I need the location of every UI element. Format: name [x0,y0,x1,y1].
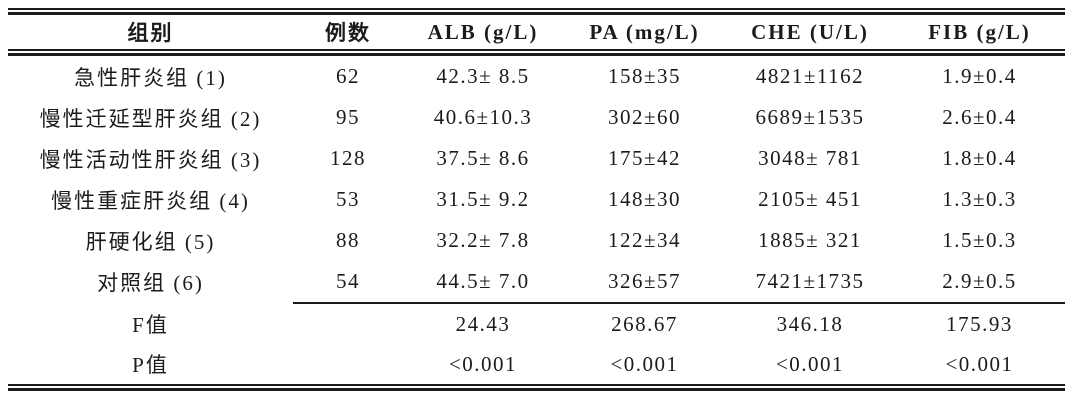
header-cell-alb: ALB (g/L) [427,19,539,44]
header-cell-n: 例数 [325,21,371,45]
n-cell: 53 [336,187,360,211]
fib-cell: 2.6±0.4 [942,105,1017,129]
table-row: 对照组 (6) 54 44.5± 7.0 326±57 7421±1735 2.… [8,261,1065,302]
alb-cell: 31.5± 9.2 [436,187,530,211]
group-cell: 慢性重症肝炎组 (4) [51,188,250,213]
fib-cell: 1.9±0.4 [942,64,1017,88]
fib-cell: <0.001 [945,351,1014,376]
statistics-table: 组别 例数 ALB (g/L) PA (mg/L) CHE (U/L) FIB … [8,8,1065,391]
fib-cell: 175.93 [946,311,1013,336]
alb-cell: 40.6±10.3 [433,105,533,129]
n-cell: 88 [336,228,360,252]
group-cell: 慢性迁延型肝炎组 (2) [39,106,262,131]
che-cell: 7421±1735 [755,269,865,293]
table-top-rule [8,8,1065,15]
che-cell: 346.18 [776,311,844,336]
group-cell: 急性肝炎组 (1) [74,65,227,90]
alb-cell: 32.2± 7.8 [436,228,530,252]
header-cell-che: CHE (U/L) [751,19,869,44]
pa-cell: 302±60 [607,105,682,129]
group-cell: 慢性活动性肝炎组 (3) [39,147,262,172]
table-header-row: 组别 例数 ALB (g/L) PA (mg/L) CHE (U/L) FIB … [8,15,1065,49]
fib-cell: 2.9±0.5 [942,269,1017,293]
che-cell: 4821±1162 [755,64,865,88]
alb-cell: 37.5± 8.6 [436,146,530,170]
table-header-rule [8,49,1065,56]
n-cell: 128 [330,146,366,170]
table-bottom-rule [8,384,1065,391]
table-row: 肝硬化组 (5) 88 32.2± 7.8 122±34 1885± 321 1… [8,220,1065,261]
header-cell-pa: PA (mg/L) [589,19,700,44]
alb-cell: 24.43 [455,311,511,336]
pa-cell: 326±57 [607,269,682,293]
group-cell: 肝硬化组 (5) [85,229,216,254]
table-row: 慢性迁延型肝炎组 (2) 95 40.6±10.3 302±60 6689±15… [8,97,1065,138]
n-cell: 95 [336,105,360,129]
che-cell: <0.001 [775,351,845,376]
che-cell: 3048± 781 [758,146,862,170]
p-value-row: P值 <0.001 <0.001 <0.001 <0.001 [8,344,1065,384]
n-cell: 62 [336,64,360,88]
pa-cell: 122±34 [607,228,682,252]
alb-cell: 42.3± 8.5 [436,64,530,88]
che-cell: 6689±1535 [755,105,865,129]
pa-cell: 148±30 [607,187,682,211]
header-cell-fib: FIB (g/L) [928,19,1031,44]
che-cell: 2105± 451 [758,187,862,211]
fib-cell: 1.3±0.3 [942,187,1017,211]
n-cell: 54 [336,269,360,293]
che-cell: 1885± 321 [758,228,862,252]
fib-cell: 1.5±0.3 [942,228,1017,252]
fib-cell: 1.8±0.4 [942,146,1017,170]
stat-label-cell: P值 [132,353,169,377]
alb-cell: <0.001 [448,351,518,376]
f-value-row: F值 24.43 268.67 346.18 175.93 [8,304,1065,344]
stat-label-cell: F值 [132,313,169,337]
pa-cell: 268.67 [611,311,678,336]
header-cell-group: 组别 [127,21,174,45]
pa-cell: <0.001 [610,351,679,376]
pa-cell: 175±42 [607,146,682,170]
table-row: 慢性重症肝炎组 (4) 53 31.5± 9.2 148±30 2105± 45… [8,179,1065,220]
pa-cell: 158±35 [607,64,682,88]
table-row: 急性肝炎组 (1) 62 42.3± 8.5 158±35 4821±1162 … [8,56,1065,97]
group-cell: 对照组 (6) [97,270,204,295]
alb-cell: 44.5± 7.0 [436,269,530,293]
table-partial-rule [293,302,1065,304]
table-row: 慢性活动性肝炎组 (3) 128 37.5± 8.6 175±42 3048± … [8,138,1065,179]
